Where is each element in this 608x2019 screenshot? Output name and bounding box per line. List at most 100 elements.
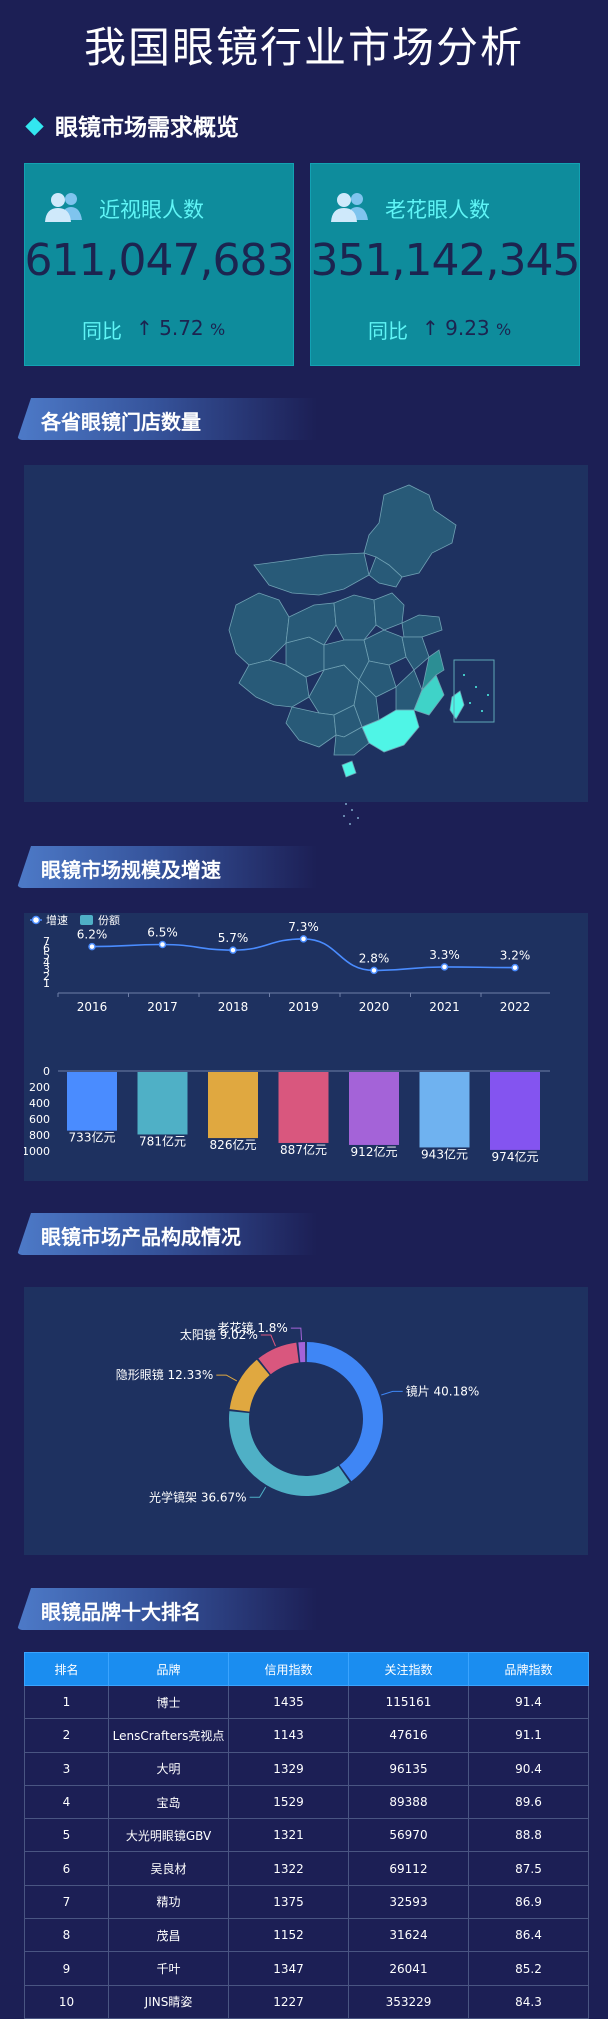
- diamond-icon: [25, 117, 44, 136]
- myopia-yoy-label: 同比: [82, 319, 122, 343]
- table-cell: 7: [24, 1884, 109, 1920]
- legend-share: 份额: [98, 914, 120, 927]
- slice-leader-line: [216, 1374, 238, 1382]
- map-panel: [24, 465, 588, 802]
- china-map: [228, 484, 495, 778]
- growth-point: [370, 966, 378, 975]
- presbyopia-yoy-label: 同比: [368, 319, 408, 343]
- market-section-title: 眼镜市场规模及增速: [41, 858, 221, 882]
- donut-slice: [298, 1342, 306, 1363]
- table-cell: 115161: [348, 1684, 469, 1720]
- table-row: 6 吴良材 1322 69112 87.5: [24, 1851, 589, 1886]
- table-cell: 1: [24, 1684, 109, 1720]
- table-row: 4 宝岛 1529 89388 89.6: [24, 1784, 589, 1820]
- share-bar: [67, 1072, 117, 1131]
- up-arrow-icon: ↑: [136, 316, 153, 340]
- donut-slice: [229, 1411, 350, 1496]
- growth-point: [440, 963, 449, 971]
- table-cell: 89388: [348, 1784, 469, 1820]
- table-cell: 85.2: [468, 1951, 589, 1986]
- share-bar: [278, 1072, 329, 1143]
- table-cell: 2: [24, 1718, 109, 1753]
- slice-label: 镜片 40.18%: [406, 1383, 480, 1398]
- growth-data-label: 3.3%: [429, 948, 460, 962]
- legend-growth: 增速: [46, 913, 68, 927]
- table-cell: 8: [24, 1918, 109, 1953]
- share-data-label: 826亿元: [210, 1137, 257, 1152]
- table-cell: 千叶: [108, 1951, 229, 1986]
- myopia-card: 近视眼人数 611,047,683 同比 ↑ 5.72 %: [24, 163, 294, 366]
- table-cell: 26041: [348, 1951, 469, 1986]
- slice-label: 光学镜架 36.67%: [149, 1489, 247, 1504]
- share-bar: [137, 1072, 188, 1135]
- table-cell: 86.4: [468, 1918, 589, 1953]
- table-cell: 89.6: [468, 1784, 589, 1820]
- table-cell: JINS睛姿: [108, 1984, 229, 2019]
- table-cell: 1435: [228, 1684, 349, 1720]
- growth-data-label: 3.2%: [500, 949, 531, 963]
- table-row: 10 JINS睛姿 1227 353229 84.3: [24, 1984, 589, 2019]
- table-cell: 3: [24, 1751, 109, 1786]
- table-cell: 1329: [228, 1751, 349, 1786]
- table-cell: 90.4: [468, 1751, 589, 1786]
- myopia-value: 611,047,683: [24, 235, 295, 286]
- donut-slice: [229, 1359, 270, 1412]
- overview-title-text: 眼镜市场需求概览: [55, 115, 239, 141]
- market-panel: 增速 份额 1 2 3 4 5 6 7 2016 2017 2018 2019 2020 2021 202…: [22, 913, 588, 1181]
- share-bar: [419, 1072, 470, 1148]
- myopia-yoy-value: ↑ 5.72 %: [136, 316, 225, 340]
- table-cell: 大明: [108, 1751, 229, 1786]
- table-cell: 1227: [228, 1984, 349, 2019]
- market-section-banner: 眼镜市场规模及增速: [17, 846, 317, 888]
- slice-label: 隐形眼镜 12.33%: [116, 1367, 214, 1382]
- y-tick-label: 5: [43, 949, 50, 962]
- map-section-banner: 各省眼镜门店数量: [17, 398, 317, 440]
- x-tick-label: 2017: [147, 1000, 178, 1014]
- table-cell: 88.8: [468, 1818, 589, 1853]
- y-tick-label: 7: [43, 935, 50, 948]
- growth-data-label: 5.7%: [218, 931, 249, 945]
- growth-data-label: 7.3%: [288, 920, 319, 934]
- line-dot-icon: [31, 915, 41, 925]
- share-bar: [349, 1072, 399, 1145]
- share-data-label: 781亿元: [139, 1133, 186, 1148]
- table-cell: 吴良材: [108, 1851, 229, 1886]
- donut-slice: [306, 1342, 383, 1482]
- table-cell: 1347: [228, 1951, 349, 1986]
- composition-section-banner: 眼镜市场产品构成情况: [17, 1213, 317, 1255]
- page-title: 我国眼镜行业市场分析: [83, 23, 524, 72]
- ranking-section-banner: 眼镜品牌十大排名: [17, 1588, 317, 1630]
- slice-leader-line: [381, 1390, 403, 1396]
- y-tick-label: 6: [43, 942, 50, 955]
- users-icon: [45, 193, 82, 222]
- growth-point: [299, 935, 308, 943]
- share-data-label: 912亿元: [351, 1144, 398, 1159]
- y-tick-label: 0: [43, 1065, 50, 1078]
- table-cell: LensCrafters亮视点: [108, 1718, 229, 1753]
- x-tick-label: 2018: [218, 1000, 249, 1014]
- table-row: 3 大明 1329 96135 90.4: [24, 1751, 589, 1786]
- composition-panel: 镜片 40.18% 光学镜架 36.67% 隐形眼镜 12.33% 太阳镜 9.02%…: [24, 1287, 588, 1555]
- table-cell: 9: [24, 1951, 109, 1986]
- column-header: 排名: [24, 1652, 109, 1686]
- table-row: 1 博士 1435 115161 91.4: [24, 1684, 589, 1720]
- table-row: 7 精功 1375 32593 86.9: [24, 1884, 589, 1920]
- table-cell: 56970: [348, 1818, 469, 1853]
- table-cell: 精功: [108, 1884, 229, 1920]
- slice-leader-line: [290, 1327, 303, 1341]
- presbyopia-yoy-value: ↑ 9.23 %: [422, 316, 511, 340]
- x-tick-label: 2020: [359, 1000, 390, 1014]
- column-header: 关注指数: [348, 1652, 469, 1686]
- table-cell: 31624: [348, 1918, 469, 1953]
- table-cell: 10: [24, 1984, 109, 2019]
- map-section-title: 各省眼镜门店数量: [41, 410, 201, 434]
- column-header: 品牌: [108, 1652, 229, 1686]
- donut-chart: 镜片 40.18% 光学镜架 36.67% 隐形眼镜 12.33% 太阳镜 9.02%…: [116, 1320, 480, 1504]
- legend: 增速 份额: [30, 913, 120, 927]
- table-cell: 69112: [348, 1851, 469, 1886]
- growth-point: [88, 942, 96, 951]
- composition-section-title: 眼镜市场产品构成情况: [41, 1225, 241, 1249]
- table-cell: 87.5: [468, 1851, 589, 1886]
- presbyopia-card: 老花眼人数 351,142,345 同比 ↑ 9.23 %: [310, 163, 580, 366]
- table-cell: 47616: [348, 1718, 469, 1753]
